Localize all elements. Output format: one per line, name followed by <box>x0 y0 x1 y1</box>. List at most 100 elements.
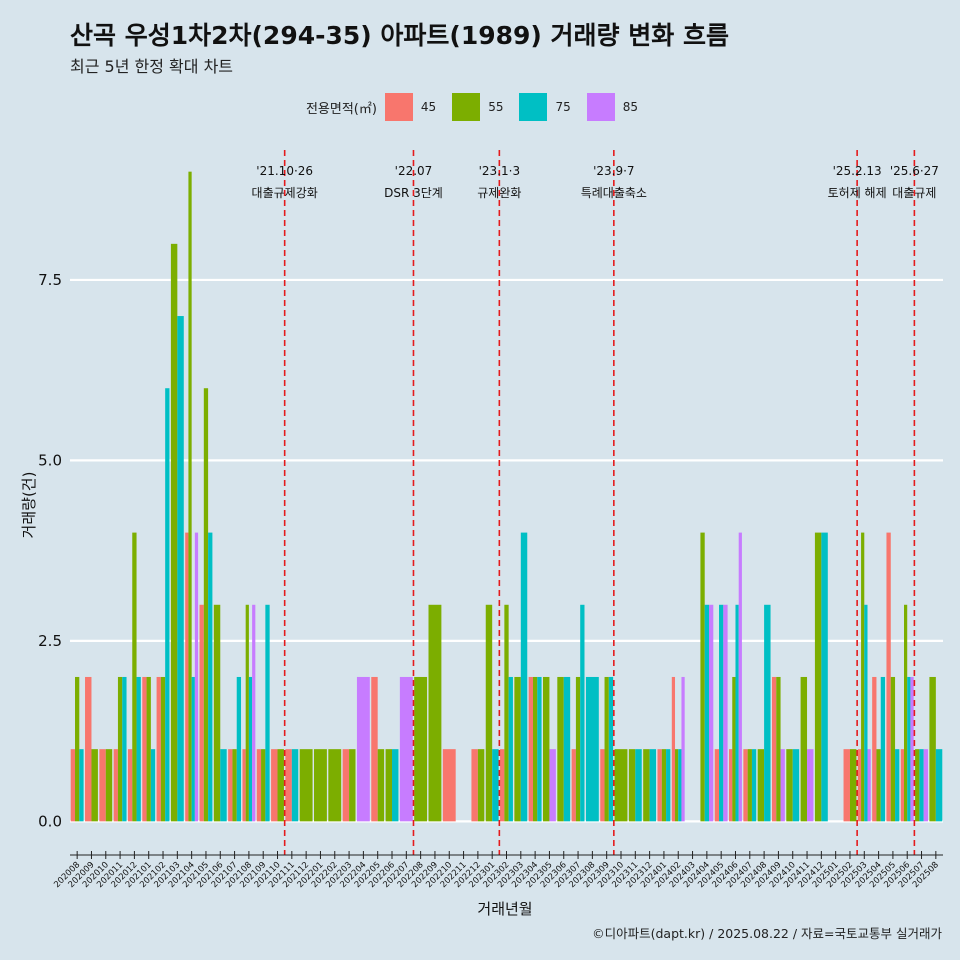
bar-202505-55 <box>890 676 896 822</box>
bar-202012-45 <box>127 749 133 822</box>
y-tick-label-3: 7.5 <box>38 271 62 289</box>
bar-202212-55 <box>477 749 485 822</box>
bar-202106-55 <box>213 604 221 822</box>
legend-swatch-45 <box>384 93 413 121</box>
bar-202505-75 <box>895 749 900 822</box>
bar-202108-75 <box>248 676 253 822</box>
legend-label-45: 45 <box>420 100 437 114</box>
event-label-0: 대출규제강화 <box>252 186 318 200</box>
bar-202404-85 <box>709 604 714 822</box>
bar-202111-75 <box>291 749 299 822</box>
bar-202206-55 <box>385 749 393 822</box>
x-axis-label: 거래년월 <box>477 900 532 918</box>
bar-202412-55 <box>814 532 822 822</box>
bar-202506-85 <box>910 676 914 822</box>
event-date-3: '23.9·7 <box>593 164 634 178</box>
bar-202304-55 <box>532 676 538 822</box>
bar-202101-55 <box>146 676 151 822</box>
bar-202112-55 <box>299 749 313 822</box>
bar-202107-45 <box>228 749 233 822</box>
axes: 0.02.55.07.52020082020092020102020112020… <box>38 271 943 890</box>
bar-202402-45 <box>671 676 676 822</box>
bar-202204-85 <box>356 676 370 822</box>
bar-202102-75 <box>165 388 170 822</box>
bar-202109-55 <box>261 749 266 822</box>
bar-202307-55 <box>575 676 581 822</box>
bar-202407-55 <box>747 749 752 822</box>
bar-202503-45 <box>857 749 862 822</box>
bar-202109-75 <box>265 604 270 822</box>
bar-202011-75 <box>122 676 127 822</box>
bar-202308-75 <box>585 676 599 822</box>
bar-202507-75 <box>919 749 924 822</box>
bar-202406-75 <box>735 604 739 822</box>
bar-202311-75 <box>635 749 642 822</box>
bar-202410-75 <box>792 749 800 822</box>
bar-202208-55 <box>414 676 428 822</box>
bar-202402-55 <box>675 749 679 822</box>
bar-202304-45 <box>528 676 533 822</box>
bar-202105-45 <box>199 604 204 822</box>
legend: 전용면적(㎡) 45 55 75 85 <box>0 93 960 121</box>
bar-202411-85 <box>807 749 814 822</box>
bar-202302-75 <box>508 676 513 822</box>
bar-202303-75 <box>520 532 528 822</box>
bar-202504-55 <box>876 749 881 822</box>
bar-202502-55 <box>849 749 857 822</box>
bar-202307-75 <box>580 604 585 822</box>
bar-202305-85 <box>549 749 556 822</box>
bar-202008-55 <box>75 676 80 822</box>
bar-202405-85 <box>723 604 728 822</box>
bar-202107-75 <box>236 676 242 822</box>
bar-202405-75 <box>719 604 724 822</box>
bar-202406-45 <box>729 749 733 822</box>
bar-202305-55 <box>542 676 550 822</box>
bar-202102-55 <box>160 676 166 822</box>
y-tick-label-2: 5.0 <box>38 451 62 469</box>
bar-202108-45 <box>242 749 246 822</box>
bar-202507-55 <box>915 749 920 822</box>
bar-202507-85 <box>923 749 928 822</box>
bar-202402-75 <box>678 749 682 822</box>
bar-202008-75 <box>79 749 84 822</box>
legend-label-75: 75 <box>555 100 571 114</box>
bar-202409-55 <box>776 676 781 822</box>
bar-202304-75 <box>537 676 542 822</box>
bar-202101-45 <box>142 676 147 822</box>
bar-202312-75 <box>649 749 657 822</box>
bar-202411-55 <box>800 676 808 822</box>
bar-202008-45 <box>70 749 76 822</box>
bar-202302-45 <box>500 749 505 822</box>
bar-202503-55 <box>861 532 865 822</box>
bar-202401-45 <box>657 749 662 822</box>
bar-202011-45 <box>113 749 118 822</box>
event-label-3: 특례대출축소 <box>581 186 647 200</box>
legend-swatch-85 <box>586 93 615 121</box>
bar-202303-55 <box>514 676 521 822</box>
bar-202210-45 <box>442 749 456 822</box>
bar-202402-85 <box>681 676 685 822</box>
bar-202401-55 <box>661 749 667 822</box>
chart-title: 산곡 우성1차2차(294-35) 아파트(1989) 거래량 변화 흐름 <box>70 21 729 50</box>
bar-202302-55 <box>504 604 509 822</box>
bar-202406-85 <box>738 532 742 822</box>
event-label-5: 대출규제 <box>892 186 936 200</box>
bar-202506-75 <box>907 676 911 822</box>
bar-202207-85 <box>399 676 413 822</box>
bar-202405-45 <box>714 749 720 822</box>
bar-202309-55 <box>604 676 609 822</box>
bar-202111-45 <box>285 749 292 822</box>
bar-202108-85 <box>252 604 256 822</box>
bar-202104-85 <box>194 532 199 822</box>
legend-item-75: 75 <box>519 93 580 121</box>
bar-202212-45 <box>471 749 478 822</box>
bar-202505-45 <box>886 532 891 822</box>
event-date-2: '23.1·3 <box>479 164 520 178</box>
bars <box>70 171 943 822</box>
bar-202012-55 <box>132 532 137 822</box>
bar-202412-75 <box>821 532 828 822</box>
bar-202409-45 <box>771 676 777 822</box>
y-tick-label-0: 0.0 <box>38 812 62 830</box>
bar-202404-55 <box>700 532 705 822</box>
